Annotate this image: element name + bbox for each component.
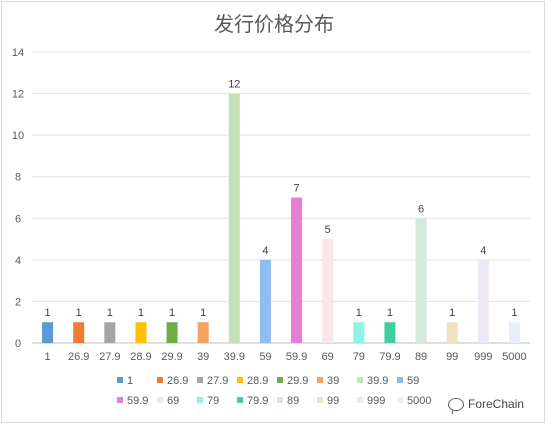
bar — [104, 322, 116, 343]
legend-label: 26.9 — [167, 375, 188, 387]
data-label: 1 — [76, 307, 82, 319]
data-label: 12 — [228, 79, 240, 91]
x-tick-label: 99 — [446, 351, 458, 363]
x-tick-label: 79.9 — [379, 351, 400, 363]
x-tick-label: 89 — [415, 351, 427, 363]
bar — [353, 322, 365, 343]
legend-swatch — [117, 397, 123, 403]
bar — [228, 93, 240, 343]
bar — [197, 322, 209, 343]
data-label: 1 — [138, 307, 144, 319]
bar — [322, 239, 334, 343]
data-label: 1 — [449, 307, 455, 319]
y-tick-label: 4 — [15, 255, 21, 267]
legend-swatch — [277, 377, 283, 383]
x-tick-label: 79 — [353, 351, 365, 363]
legend-label: 79.9 — [247, 395, 268, 407]
y-tick-label: 14 — [12, 47, 24, 59]
legend-label: 69 — [167, 395, 179, 407]
data-label: 1 — [200, 307, 206, 319]
x-tick-label: 39.9 — [224, 351, 245, 363]
bar — [259, 259, 271, 343]
data-label: 1 — [511, 307, 517, 319]
x-tick-label: 27.9 — [99, 351, 120, 363]
data-label: 4 — [262, 245, 268, 257]
bar — [415, 218, 427, 343]
legend-label: 999 — [367, 395, 385, 407]
legend-label: 79 — [207, 395, 219, 407]
legend-swatch — [317, 377, 323, 383]
x-tick-label: 26.9 — [68, 351, 89, 363]
data-label: 1 — [356, 307, 362, 319]
x-tick-label: 59 — [259, 351, 271, 363]
legend-swatch — [157, 377, 163, 383]
legend-label: 5000 — [407, 395, 431, 407]
legend-swatch — [317, 397, 323, 403]
legend-label: 1 — [127, 375, 133, 387]
y-tick-label: 12 — [12, 89, 24, 101]
legend-swatch — [237, 397, 243, 403]
bar — [166, 322, 178, 343]
bar — [73, 322, 85, 343]
data-label: 7 — [294, 183, 300, 195]
bar — [508, 322, 520, 343]
x-tick-label: 28.9 — [130, 351, 151, 363]
bar — [477, 259, 489, 343]
legend-swatch — [397, 377, 403, 383]
legend-swatch — [357, 397, 363, 403]
legend-swatch — [397, 397, 403, 403]
y-tick-label: 8 — [15, 172, 21, 184]
legend-swatch — [117, 377, 123, 383]
data-label: 1 — [387, 307, 393, 319]
x-tick-label: 1 — [45, 351, 51, 363]
bar — [42, 322, 54, 343]
y-tick-label: 10 — [12, 130, 24, 142]
x-tick-label: 29.9 — [161, 351, 182, 363]
x-tick-label: 39 — [197, 351, 209, 363]
bar — [291, 197, 303, 343]
legend-label: 89 — [287, 395, 299, 407]
legend-label: 28.9 — [247, 375, 268, 387]
x-tick-label: 999 — [474, 351, 492, 363]
y-tick-label: 0 — [15, 338, 21, 350]
data-label: 6 — [418, 203, 424, 215]
bar — [135, 322, 147, 343]
x-tick-label: 69 — [322, 351, 334, 363]
data-label: 1 — [45, 307, 51, 319]
x-tick-label: 59.9 — [286, 351, 307, 363]
data-label: 1 — [107, 307, 113, 319]
legend-swatch — [197, 377, 203, 383]
data-label: 4 — [480, 245, 486, 257]
legend-label: 29.9 — [287, 375, 308, 387]
legend-swatch — [237, 377, 243, 383]
wechat-icon — [448, 397, 464, 414]
data-label: 5 — [325, 224, 331, 236]
legend-label: 39.9 — [367, 375, 388, 387]
legend-label: 59 — [407, 375, 419, 387]
legend-label: 39 — [327, 375, 339, 387]
chart-title: 发行价格分布 — [214, 12, 334, 36]
legend-label: 99 — [327, 395, 339, 407]
bar — [384, 322, 396, 343]
bar — [446, 322, 458, 343]
legend-label: 27.9 — [207, 375, 228, 387]
legend-swatch — [357, 377, 363, 383]
legend-label: 59.9 — [127, 395, 148, 407]
watermark-text: ForeChain — [468, 397, 525, 411]
legend-swatch — [157, 397, 163, 403]
legend-swatch — [277, 397, 283, 403]
x-tick-label: 5000 — [502, 351, 526, 363]
watermark: ForeChain — [448, 397, 525, 414]
legend-swatch — [197, 397, 203, 403]
y-tick-label: 2 — [15, 296, 21, 308]
data-label: 1 — [169, 307, 175, 319]
y-tick-label: 6 — [15, 213, 21, 225]
